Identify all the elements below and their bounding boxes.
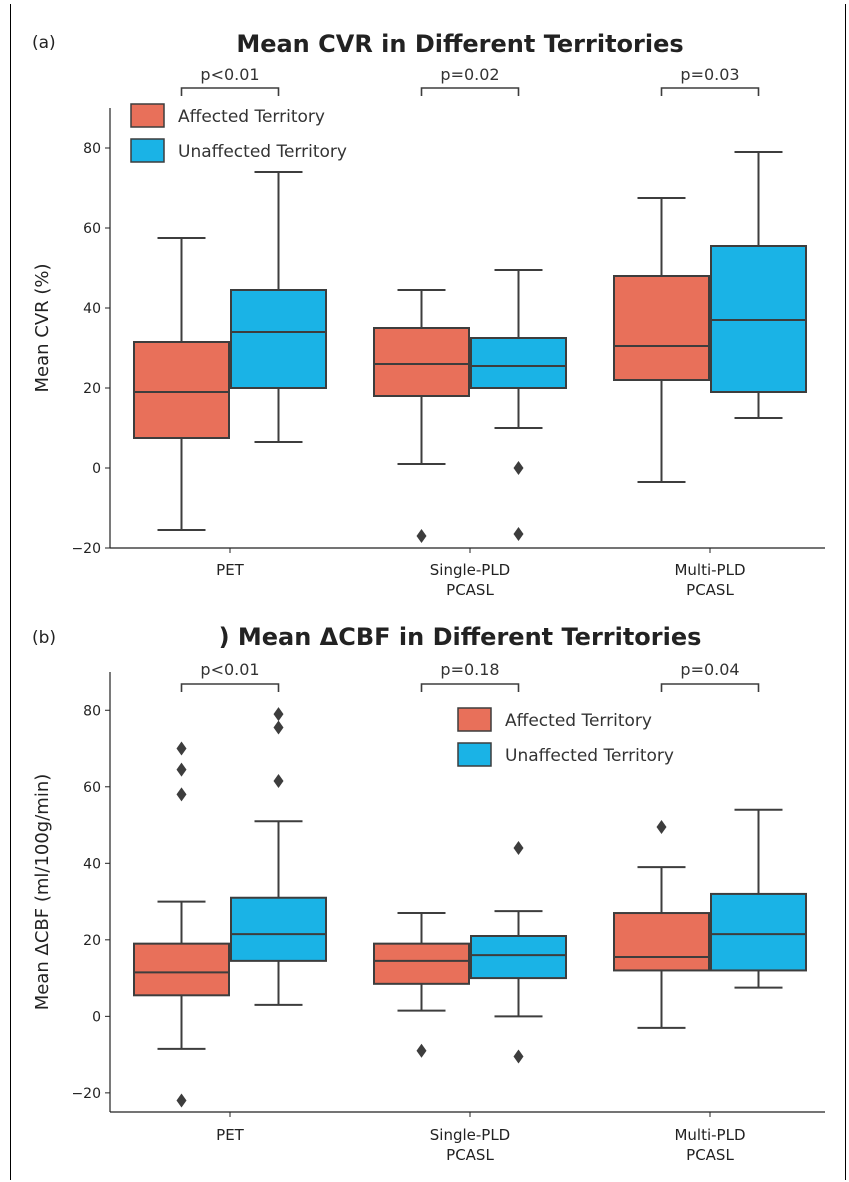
pvalue-bracket <box>420 87 520 96</box>
outlier-marker <box>273 707 284 722</box>
box-iqr <box>710 892 807 972</box>
y-tick-label: 0 <box>92 461 101 477</box>
y-tick-label: 40 <box>83 856 101 872</box>
panel-label: (a) <box>32 33 56 53</box>
pvalue-bracket <box>660 683 760 692</box>
legend-label: Affected Territory <box>178 107 325 127</box>
outlier-marker <box>273 720 284 735</box>
x-tick-label: PET <box>216 1126 245 1144</box>
box-iqr <box>613 275 710 381</box>
legend-swatch <box>457 707 492 732</box>
x-tick-label: PET <box>216 561 245 579</box>
x-tick-label: PCASL <box>686 581 734 599</box>
box-iqr <box>613 912 710 972</box>
pvalue-label: p<0.01 <box>200 660 259 679</box>
pvalue-bracket <box>420 683 520 692</box>
outlier-marker <box>513 1049 524 1064</box>
box-unaffected-0 <box>230 171 327 443</box>
legend-swatch <box>130 103 165 128</box>
x-tick-label: PCASL <box>686 1146 734 1164</box>
legend: Affected Territory Unaffected Territory <box>130 103 347 163</box>
y-tick-label: 0 <box>92 1009 101 1025</box>
box-unaffected-2 <box>710 808 807 989</box>
box-affected-2 <box>613 197 710 483</box>
outlier-marker <box>416 529 427 543</box>
legend: Affected Territory Unaffected Territory <box>457 707 674 767</box>
outlier-marker <box>513 841 524 855</box>
box-unaffected-2 <box>710 151 807 419</box>
chart-title: ) Mean ΔCBF in Different Territories <box>219 623 702 651</box>
box-unaffected-1 <box>470 269 567 541</box>
outlier-marker <box>273 774 284 789</box>
x-tick-label: PCASL <box>446 1146 494 1164</box>
box-iqr <box>230 289 327 389</box>
box-iqr <box>230 896 327 962</box>
legend-swatch <box>130 138 165 163</box>
box-unaffected-1 <box>470 841 567 1064</box>
figure-frame <box>10 4 846 1180</box>
outlier-marker <box>513 461 524 475</box>
pvalue-bracket <box>660 87 760 96</box>
legend-swatch <box>457 742 492 767</box>
box-affected-2 <box>613 819 710 1029</box>
pvalue-bracket <box>180 683 280 692</box>
x-tick-label: Single-PLD <box>430 561 510 579</box>
legend-label: Affected Territory <box>505 711 652 731</box>
outlier-marker <box>416 1043 427 1058</box>
legend-label: Unaffected Territory <box>178 142 347 162</box>
outlier-marker <box>656 819 667 834</box>
box-iqr <box>470 935 567 980</box>
x-tick-label: Single-PLD <box>430 1126 510 1144</box>
y-tick-label: 60 <box>83 221 101 237</box>
x-tick-label: PCASL <box>446 581 494 599</box>
x-tick-label: Multi-PLD <box>674 561 745 579</box>
box-affected-1 <box>373 912 470 1058</box>
box-affected-1 <box>373 289 470 543</box>
legend-label: Unaffected Territory <box>505 746 674 766</box>
y-axis-label: Mean CVR (%) <box>32 263 53 392</box>
y-tick-label: −20 <box>71 541 101 557</box>
box-affected-0 <box>133 741 230 1108</box>
pvalue-label: p=0.04 <box>680 660 739 679</box>
y-tick-label: 20 <box>83 933 101 949</box>
outlier-marker <box>176 1093 187 1108</box>
outlier-marker <box>513 527 524 541</box>
y-tick-label: 80 <box>83 141 101 157</box>
box-iqr <box>133 341 230 439</box>
pvalue-bracket <box>180 87 280 96</box>
chart-title: Mean CVR in Different Territories <box>236 30 683 58</box>
pvalue-label: p=0.03 <box>680 65 739 84</box>
y-tick-label: 80 <box>83 703 101 719</box>
box-iqr <box>373 942 470 985</box>
box-unaffected-0 <box>230 707 327 1006</box>
y-tick-label: −20 <box>71 1086 101 1102</box>
pvalue-label: p=0.18 <box>440 660 499 679</box>
box-affected-0 <box>133 237 230 531</box>
outlier-marker <box>176 787 187 802</box>
y-tick-label: 60 <box>83 780 101 796</box>
pvalue-label: p<0.01 <box>200 65 259 84</box>
y-tick-label: 20 <box>83 381 101 397</box>
y-tick-label: 40 <box>83 301 101 317</box>
pvalue-label: p=0.02 <box>440 65 499 84</box>
panel-label: (b) <box>32 628 56 648</box>
chart-panel-a: (a) Mean CVR in Different Territories −20 0… <box>32 30 825 599</box>
x-tick-label: Multi-PLD <box>674 1126 745 1144</box>
chart-panel-b: (b) ) Mean ΔCBF in Different Territories −… <box>32 623 825 1164</box>
outlier-marker <box>176 762 187 777</box>
box-iqr <box>470 337 567 389</box>
box-iqr <box>133 942 230 997</box>
box-iqr <box>373 327 470 397</box>
y-axis-label: Mean ΔCBF (ml/100g/min) <box>32 774 53 1011</box>
outlier-marker <box>176 741 187 756</box>
